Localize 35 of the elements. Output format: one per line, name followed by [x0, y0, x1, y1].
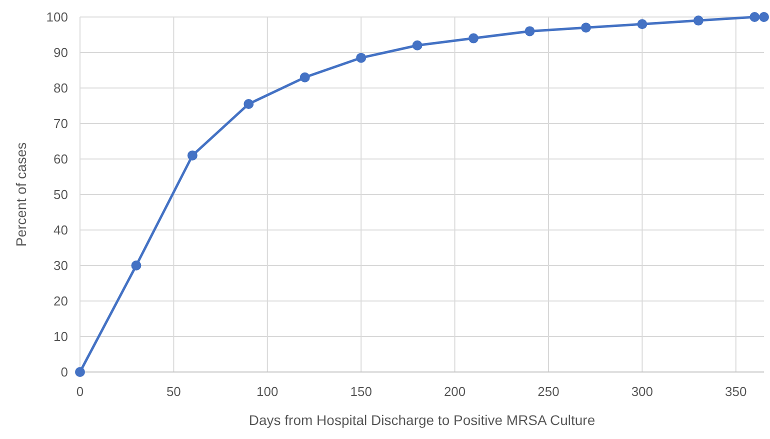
- x-tick-label: 50: [166, 384, 181, 399]
- y-tick-label: 40: [54, 222, 68, 238]
- y-tick-label: 20: [54, 294, 68, 309]
- point: [750, 12, 760, 22]
- y-tick-label: 70: [54, 116, 68, 132]
- y-axis-title: Percent of cases: [13, 142, 29, 247]
- point: [580, 22, 591, 33]
- point: [356, 52, 366, 63]
- point: [693, 16, 704, 26]
- x-tick-label: 300: [631, 384, 654, 399]
- y-tick-label: 0: [60, 364, 68, 380]
- x-tick-label: 200: [444, 384, 466, 399]
- point: [187, 150, 198, 160]
- y-tick-label: 80: [54, 80, 68, 96]
- point: [468, 33, 479, 44]
- y-tick-label: 10: [54, 329, 68, 344]
- point: [75, 367, 85, 377]
- x-tick-label: 100: [256, 384, 278, 399]
- x-tick-label: 150: [350, 384, 372, 399]
- point: [524, 26, 535, 36]
- x-axis-title: Days from Hospital Discharge to Positive MRSA Culture: [248, 412, 596, 428]
- y-tick-label: 90: [54, 45, 68, 60]
- x-tick-label: 0: [76, 384, 84, 399]
- point: [759, 12, 769, 22]
- point: [300, 72, 310, 82]
- y-tick-label: 100: [46, 10, 68, 25]
- x-tick-label: 350: [725, 384, 747, 399]
- y-tick-label: 60: [54, 152, 68, 167]
- point: [244, 98, 254, 109]
- point: [412, 40, 422, 50]
- point: [131, 260, 142, 270]
- y-tick-label: 50: [54, 187, 68, 202]
- y-tick-label: 30: [54, 258, 68, 274]
- x-tick-label: 250: [538, 384, 560, 399]
- point: [637, 19, 648, 30]
